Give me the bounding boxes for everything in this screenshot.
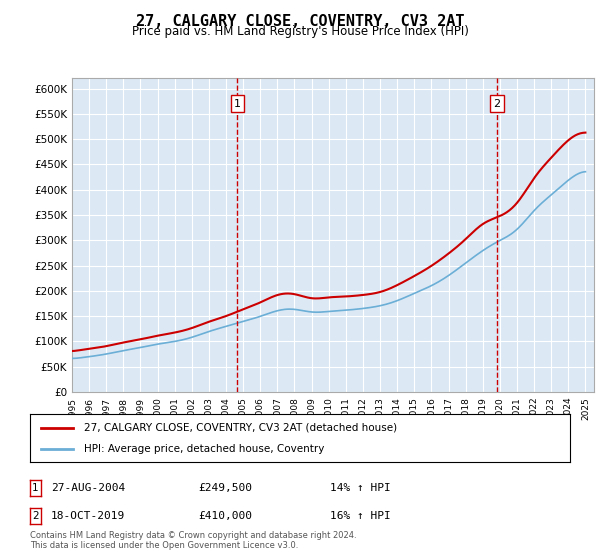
Text: HPI: Average price, detached house, Coventry: HPI: Average price, detached house, Cove…: [84, 444, 325, 454]
Text: £410,000: £410,000: [198, 511, 252, 521]
Text: 27-AUG-2004: 27-AUG-2004: [51, 483, 125, 493]
Text: 18-OCT-2019: 18-OCT-2019: [51, 511, 125, 521]
Text: 1: 1: [32, 483, 39, 493]
Text: 27, CALGARY CLOSE, COVENTRY, CV3 2AT: 27, CALGARY CLOSE, COVENTRY, CV3 2AT: [136, 14, 464, 29]
Text: 27, CALGARY CLOSE, COVENTRY, CV3 2AT (detached house): 27, CALGARY CLOSE, COVENTRY, CV3 2AT (de…: [84, 423, 397, 433]
Text: 2: 2: [32, 511, 39, 521]
Text: 16% ↑ HPI: 16% ↑ HPI: [330, 511, 391, 521]
Text: 1: 1: [234, 99, 241, 109]
Text: Price paid vs. HM Land Registry's House Price Index (HPI): Price paid vs. HM Land Registry's House …: [131, 25, 469, 38]
Text: 2: 2: [493, 99, 500, 109]
Text: £249,500: £249,500: [198, 483, 252, 493]
Text: Contains HM Land Registry data © Crown copyright and database right 2024.
This d: Contains HM Land Registry data © Crown c…: [30, 530, 356, 550]
Text: 14% ↑ HPI: 14% ↑ HPI: [330, 483, 391, 493]
